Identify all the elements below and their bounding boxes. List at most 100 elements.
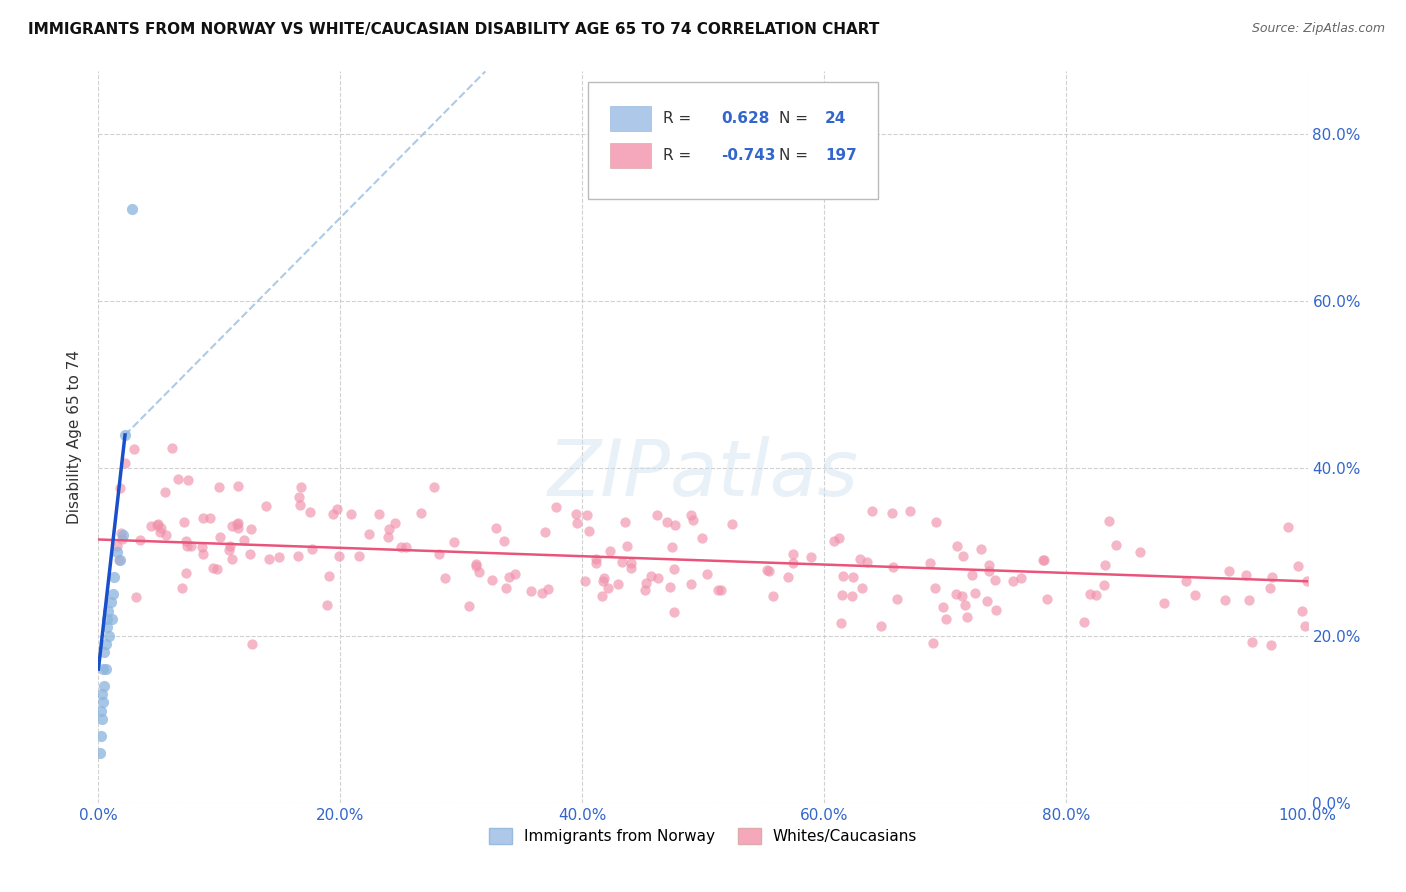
Point xyxy=(108,553,131,567)
Point xyxy=(710,582,733,597)
Point xyxy=(1105,537,1128,551)
Point xyxy=(377,522,399,536)
Point xyxy=(1286,559,1309,574)
Point xyxy=(423,480,446,494)
Point xyxy=(96,620,118,634)
Legend: Immigrants from Norway, Whites/Caucasians: Immigrants from Norway, Whites/Caucasian… xyxy=(482,822,924,850)
Point xyxy=(620,556,643,570)
Point xyxy=(534,524,557,539)
Point xyxy=(585,552,607,566)
Point xyxy=(544,500,567,515)
Point xyxy=(226,521,249,535)
Point xyxy=(706,582,728,597)
Point xyxy=(498,570,520,584)
Point xyxy=(90,729,112,743)
Point xyxy=(96,612,118,626)
Point xyxy=(110,525,132,540)
Point xyxy=(207,562,229,576)
Point xyxy=(831,587,853,601)
Point xyxy=(340,508,363,522)
Point xyxy=(254,500,277,514)
Point xyxy=(111,532,134,546)
FancyBboxPatch shape xyxy=(588,82,879,200)
Point xyxy=(301,541,323,556)
Point xyxy=(620,561,643,575)
Point xyxy=(950,589,973,603)
Point xyxy=(290,480,312,494)
Point xyxy=(202,560,225,574)
Point xyxy=(537,582,560,596)
Point xyxy=(443,535,465,549)
Point xyxy=(368,508,391,522)
Point xyxy=(823,534,845,549)
Point xyxy=(882,559,904,574)
Point xyxy=(921,635,943,649)
Point xyxy=(721,516,744,531)
Point xyxy=(91,662,114,676)
Point xyxy=(1213,593,1236,607)
Point xyxy=(782,547,804,561)
Point xyxy=(103,570,125,584)
Text: -0.743: -0.743 xyxy=(721,148,776,163)
Text: Source: ZipAtlas.com: Source: ZipAtlas.com xyxy=(1251,22,1385,36)
Point xyxy=(1010,571,1032,585)
Point xyxy=(696,566,718,581)
Point xyxy=(191,547,214,561)
Point xyxy=(208,530,231,544)
Point xyxy=(924,515,946,529)
Point xyxy=(93,679,115,693)
Point xyxy=(173,515,195,529)
Point xyxy=(101,587,124,601)
Point xyxy=(567,516,589,531)
Point xyxy=(607,576,630,591)
Point xyxy=(394,540,416,554)
Point xyxy=(1084,588,1107,602)
Point xyxy=(960,568,983,582)
Text: ZIPatlas: ZIPatlas xyxy=(547,435,859,512)
Point xyxy=(167,473,190,487)
Point xyxy=(485,521,508,535)
Point xyxy=(952,549,974,564)
Point xyxy=(599,544,621,558)
Point xyxy=(979,564,1001,578)
Point xyxy=(91,712,114,726)
Point xyxy=(226,516,249,531)
Point xyxy=(1236,568,1258,582)
Point xyxy=(322,508,344,522)
Point xyxy=(970,542,993,557)
FancyBboxPatch shape xyxy=(610,143,651,168)
Point xyxy=(1153,596,1175,610)
Point xyxy=(1032,553,1054,567)
Point xyxy=(160,441,183,455)
Point xyxy=(316,598,339,612)
Point xyxy=(616,539,638,553)
Point xyxy=(90,704,112,718)
Point xyxy=(956,610,979,624)
Point xyxy=(146,518,169,533)
Point xyxy=(591,590,613,604)
Point xyxy=(288,490,311,504)
Point xyxy=(377,530,399,544)
Point xyxy=(690,531,713,545)
Point xyxy=(427,547,450,561)
Point xyxy=(1184,588,1206,602)
Point xyxy=(170,582,193,596)
Point xyxy=(226,479,249,493)
Point xyxy=(575,508,598,522)
Point xyxy=(578,524,600,539)
Point xyxy=(1175,574,1198,588)
Point xyxy=(849,552,872,566)
Point xyxy=(141,519,163,533)
Point xyxy=(640,569,662,583)
Point xyxy=(384,516,406,530)
Point xyxy=(832,568,855,582)
Point xyxy=(1260,582,1282,596)
Point xyxy=(1002,574,1025,588)
Point xyxy=(647,571,669,585)
Point xyxy=(984,603,1007,617)
Point xyxy=(100,612,122,626)
Point xyxy=(598,581,620,595)
Point xyxy=(977,558,1000,572)
Point xyxy=(614,515,637,529)
Point xyxy=(664,605,686,619)
